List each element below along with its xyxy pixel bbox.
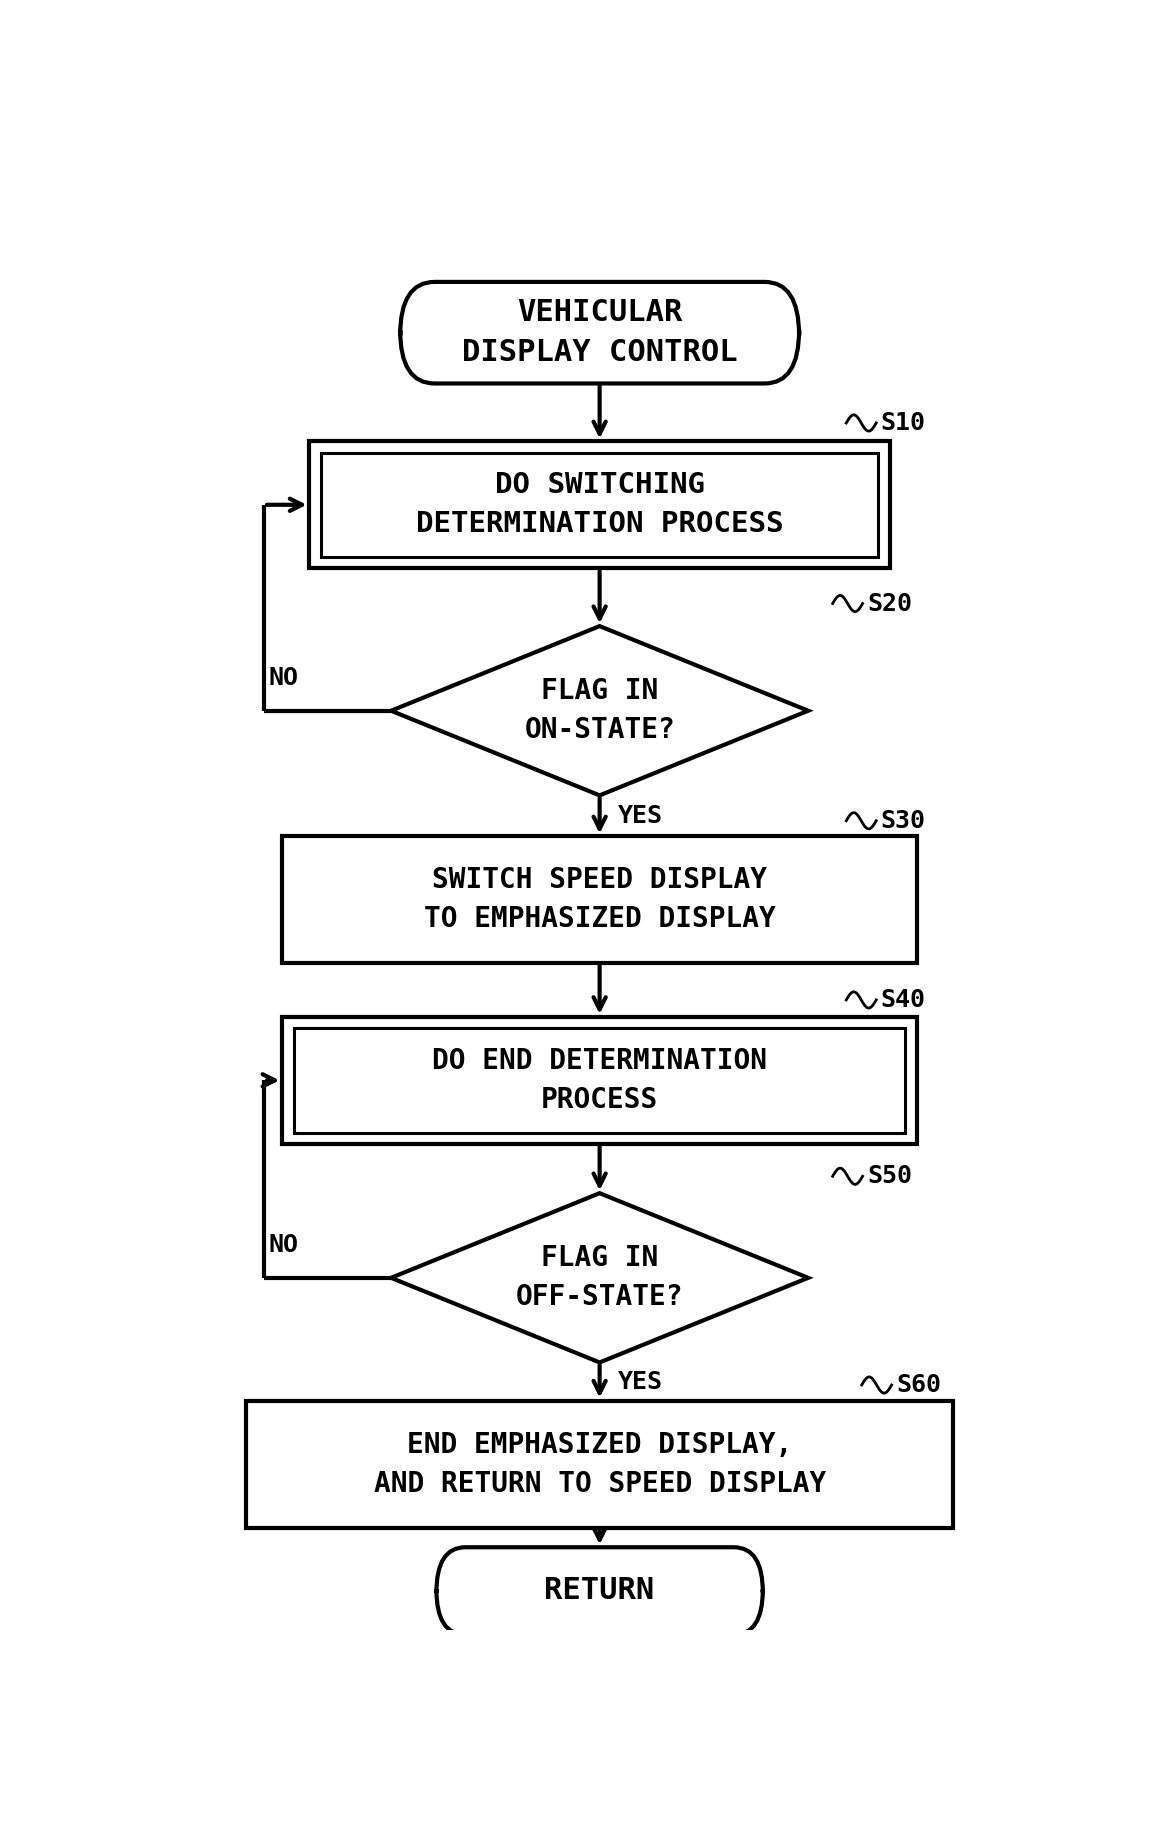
Text: S30: S30 [881, 808, 925, 834]
Text: DO END DETERMINATION
PROCESS: DO END DETERMINATION PROCESS [432, 1046, 768, 1114]
Text: S60: S60 [896, 1372, 941, 1398]
Text: YES: YES [618, 1370, 662, 1394]
FancyBboxPatch shape [400, 282, 799, 383]
Text: S40: S40 [881, 987, 925, 1011]
FancyBboxPatch shape [436, 1548, 763, 1634]
Text: NO: NO [269, 1233, 298, 1257]
Text: SWITCH SPEED DISPLAY
TO EMPHASIZED DISPLAY: SWITCH SPEED DISPLAY TO EMPHASIZED DISPL… [424, 867, 776, 932]
Text: DO SWITCHING
DETERMINATION PROCESS: DO SWITCHING DETERMINATION PROCESS [415, 471, 784, 539]
Text: YES: YES [618, 804, 662, 828]
Bar [282, 1017, 917, 1143]
Bar [282, 835, 917, 964]
Bar [309, 442, 890, 568]
Polygon shape [391, 1193, 808, 1363]
Text: S10: S10 [881, 410, 925, 434]
Text: FLAG IN
ON-STATE?: FLAG IN ON-STATE? [524, 678, 675, 744]
Text: NO: NO [269, 665, 298, 689]
Text: FLAG IN
OFF-STATE?: FLAG IN OFF-STATE? [516, 1244, 683, 1312]
Text: S50: S50 [867, 1165, 913, 1189]
Polygon shape [391, 627, 808, 795]
Bar [322, 453, 878, 557]
Text: RETURN: RETURN [544, 1577, 655, 1605]
Bar [246, 1400, 954, 1528]
Text: S20: S20 [867, 592, 913, 616]
Text: VEHICULAR
DISPLAY CONTROL: VEHICULAR DISPLAY CONTROL [462, 299, 737, 368]
Bar [294, 1028, 906, 1132]
Text: END EMPHASIZED DISPLAY,
AND RETURN TO SPEED DISPLAY: END EMPHASIZED DISPLAY, AND RETURN TO SP… [373, 1431, 826, 1497]
